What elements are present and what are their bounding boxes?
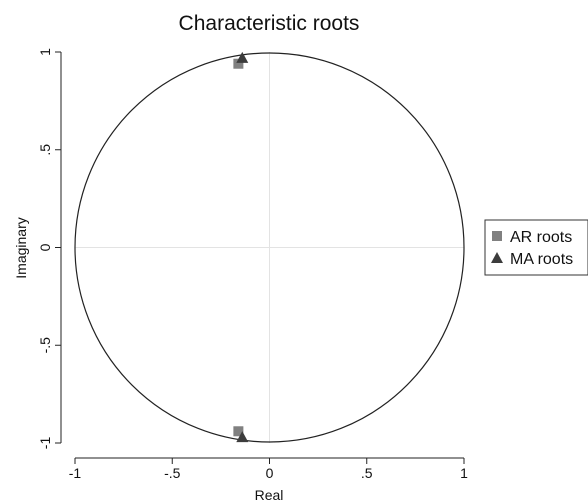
x-tick-label: -.5	[164, 465, 181, 481]
x-tick-label: -1	[69, 465, 82, 481]
data-points	[233, 51, 249, 443]
ar-roots-point	[233, 426, 244, 437]
y-tick-label: .5	[37, 144, 53, 156]
chart-title: Characteristic roots	[179, 12, 360, 35]
x-ticks: -1 -.5 0 .5 1	[69, 458, 468, 481]
ar-roots-point	[233, 58, 244, 69]
y-ticks: -1 -.5 0 .5 1	[37, 48, 61, 449]
y-tick-label: 0	[37, 243, 53, 251]
ma-roots-point	[236, 51, 249, 63]
ar-roots-legend-label: AR roots	[510, 229, 572, 246]
ma-roots-legend-label: MA roots	[510, 251, 573, 268]
plot-area	[74, 52, 465, 443]
x-tick-label: 0	[266, 465, 274, 481]
x-tick-label: .5	[361, 465, 373, 481]
legend: AR roots MA roots	[484, 219, 588, 276]
y-tick-label: 1	[37, 48, 53, 56]
x-axis-title: Real	[255, 487, 284, 503]
y-axis-title: Imaginary	[13, 217, 29, 278]
axes: -1 -.5 0 .5 1 -1 -.5 0 .5 1	[37, 48, 468, 481]
y-tick-label: -.5	[37, 337, 53, 354]
y-tick-label: -1	[37, 437, 53, 450]
ma-roots-legend-marker	[491, 252, 503, 263]
legend-box	[484, 219, 588, 276]
ma-roots-point	[236, 431, 249, 443]
x-tick-label: 1	[460, 465, 468, 481]
legend-items: AR roots MA roots	[491, 229, 573, 268]
unit-circle	[74, 52, 465, 443]
ar-roots-legend-marker	[492, 231, 502, 241]
